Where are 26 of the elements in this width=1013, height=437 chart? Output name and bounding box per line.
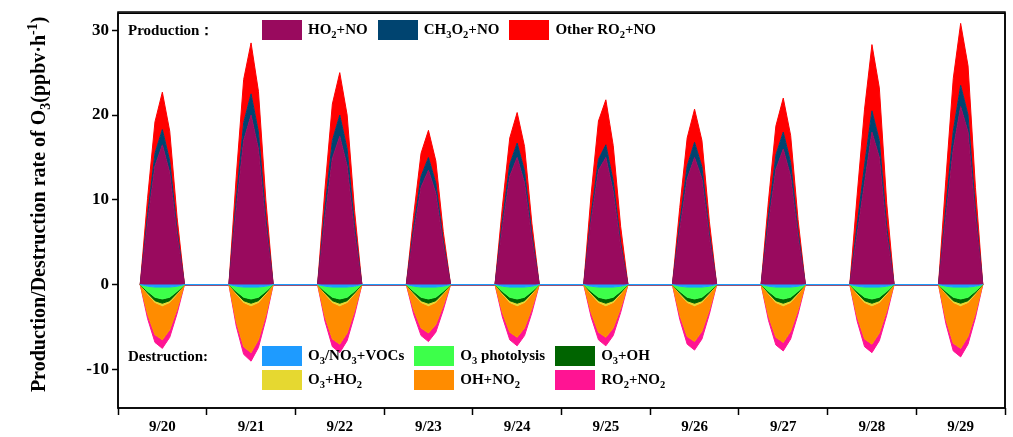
x-tick-label: 9/29	[947, 417, 974, 434]
x-tick-label: 9/25	[592, 417, 620, 434]
legend-title: Production：	[128, 20, 216, 40]
legend-label: O$_{3}$/NO$_{3}$+VOCs	[308, 346, 405, 366]
legend-label: O$_{3}$+OH	[601, 346, 650, 366]
y-tick-label: 10	[92, 189, 109, 209]
x-tick-label: 9/20	[149, 417, 176, 434]
legend-label: RO$_{2}$+NO$_{2}$	[601, 370, 666, 390]
legend-title: Destruction:	[128, 347, 209, 365]
legend-label: O$_{3}$ photolysis	[460, 346, 546, 366]
y-tick-label: 0	[100, 274, 109, 294]
x-tick-label: 9/22	[326, 417, 354, 434]
y-tick-label: -10	[86, 359, 109, 379]
legend-label: OH+NO$_{2}$	[460, 370, 520, 390]
x-tick-label: 9/28	[858, 417, 886, 434]
legend-label: CH$_{3}$O$_{2}$+NO	[423, 20, 500, 40]
legend-label: Other RO$_{2}$+NO	[555, 20, 657, 40]
y-tick-label: 20	[92, 104, 109, 124]
y-tick-label: 30	[92, 19, 109, 39]
x-tick-label: 9/24	[503, 417, 531, 434]
x-tick-label: 9/23	[415, 417, 442, 434]
legend-label: O$_{3}$+HO$_{2}$	[308, 370, 363, 390]
x-tick-label: 9/21	[237, 417, 265, 434]
x-tick-label: 9/26	[681, 417, 709, 434]
x-tick-label: 9/27	[769, 417, 798, 434]
legend-label: HO$_{2}$+NO	[308, 20, 368, 40]
